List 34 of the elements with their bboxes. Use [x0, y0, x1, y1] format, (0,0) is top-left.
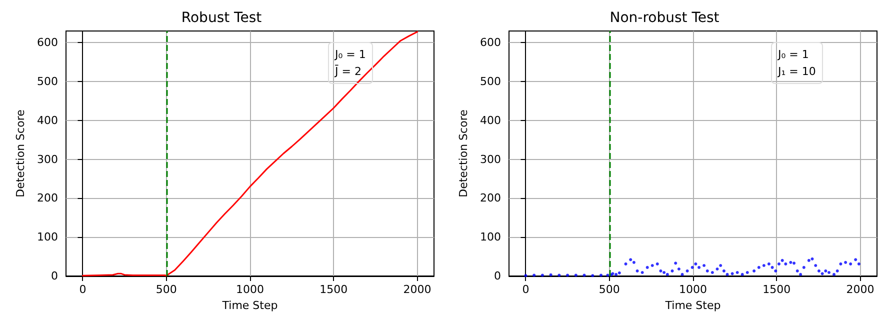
- y-tick-label: 100: [37, 230, 58, 244]
- y-tick-label: 400: [37, 114, 58, 127]
- y-tick-label: 0: [51, 270, 58, 282]
- annotation: J̄ = 2: [335, 64, 362, 80]
- annotation: J₀ = 1: [778, 47, 810, 63]
- y-tick-label: 100: [480, 230, 501, 244]
- y-tick-label: 0: [494, 270, 501, 282]
- x-tick-label: 0: [79, 283, 86, 296]
- x-tick-label: 500: [156, 283, 177, 296]
- chart-title: Non-robust Test: [610, 10, 720, 26]
- x-tick-label: 500: [598, 283, 620, 296]
- x-tick-label: 1000: [236, 283, 264, 296]
- y-tick-label: 300: [480, 152, 501, 166]
- y-axis-title: Detection Score: [457, 109, 470, 198]
- annotation: J₁ = 10: [778, 64, 816, 80]
- y-tick-label: 400: [480, 114, 501, 127]
- chart-title: Robust Test: [181, 10, 262, 26]
- y-tick-label: 600: [480, 36, 501, 50]
- x-tick-label: 1000: [679, 283, 707, 296]
- x-tick-label: 0: [522, 283, 530, 296]
- y-tick-label: 200: [480, 192, 501, 205]
- x-axis-title: Time Step: [221, 299, 278, 312]
- y-axis-title: Detection Score: [14, 109, 27, 198]
- x-axis-title: Time Step: [664, 299, 721, 312]
- y-tick-label: 500: [480, 75, 501, 88]
- annotation: J₀ = 1: [335, 47, 366, 63]
- x-tick-label: 1500: [320, 283, 348, 296]
- x-tick-label: 2000: [846, 283, 874, 296]
- y-tick-label: 600: [37, 36, 58, 50]
- x-tick-label: 2000: [403, 283, 432, 296]
- y-tick-label: 500: [37, 75, 58, 88]
- x-tick-label: 1500: [762, 283, 791, 296]
- y-tick-label: 200: [37, 192, 58, 205]
- y-tick-label: 300: [37, 152, 58, 166]
